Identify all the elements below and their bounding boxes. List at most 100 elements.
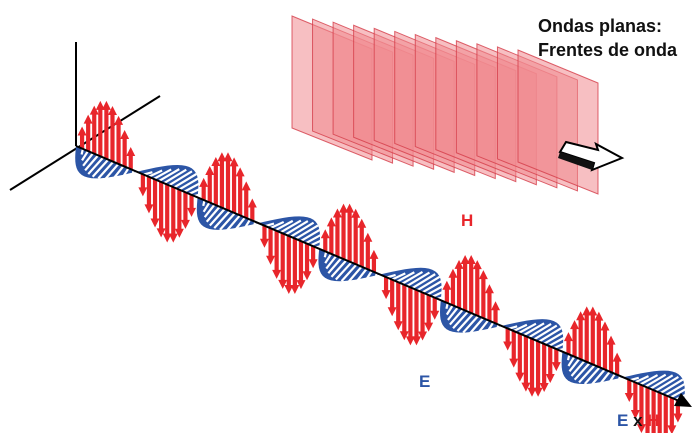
h-field-arrowhead (205, 165, 215, 175)
h-field-arrowhead (144, 204, 154, 214)
h-field-arrowhead (448, 268, 458, 278)
h-field-arrowhead (77, 126, 87, 136)
e-field-arrow-stripe (447, 306, 459, 321)
h-field-arrowhead (600, 321, 610, 331)
e-field-arrow-stripe (91, 158, 110, 178)
h-field-arrowhead (460, 255, 470, 265)
e-field-arrow-stripe (590, 368, 606, 386)
poynting-e: E (617, 411, 629, 430)
e-field-arrow-stripe (274, 219, 294, 232)
e-field-arrow-stripe (548, 335, 567, 347)
propagation-axis (75, 145, 685, 404)
h-field-arrowhead (399, 331, 409, 341)
h-field-arrowhead (411, 336, 421, 346)
h-field-arrowhead (217, 152, 227, 162)
h-field-arrowhead (156, 228, 166, 238)
h-field-arrowhead (107, 105, 117, 115)
h-field-arrowhead (418, 331, 428, 341)
h-field-arrowhead (83, 114, 93, 124)
e-field-arrow-stripe (391, 272, 406, 281)
h-field-arrowhead (515, 372, 525, 382)
h-field-arrowhead (247, 198, 257, 208)
e-field-arrow-stripe (426, 284, 446, 296)
e-field-arrow-stripe (411, 273, 436, 290)
h-field-arrowhead (539, 382, 549, 392)
h-field-arrowhead (332, 208, 342, 218)
h-field-arrowhead (199, 177, 209, 187)
h-field-arrowhead (351, 208, 361, 218)
e-field-arrow-stripe (104, 163, 120, 180)
e-field-arrow-stripe (553, 340, 568, 350)
h-field-arrowhead (673, 413, 683, 423)
e-field-arrow-stripe (290, 221, 315, 238)
h-field-arrowhead (223, 152, 233, 162)
plane-waves-title: Ondas planas: Frentes de onda (538, 14, 677, 62)
h-field-arrowhead (302, 271, 312, 281)
h-field-arrowhead (545, 374, 555, 384)
h-field-arrowhead (180, 219, 190, 229)
h-field-arrowhead (150, 218, 160, 228)
e-field-arrow-stripe (82, 152, 94, 167)
e-field-arrow-stripe (518, 322, 537, 335)
h-field-arrowhead (229, 157, 239, 167)
e-field-arrow-stripe (634, 375, 649, 384)
e-field-arrow-stripe (469, 317, 485, 334)
e-field-arrow-stripe (665, 382, 687, 397)
e-field-arrow-stripe (173, 173, 197, 189)
e-field-arrow-stripe (81, 150, 89, 161)
e-field-arrow-stripe (335, 261, 353, 281)
h-field-arrowhead (296, 280, 306, 290)
h-field-arrowhead (259, 238, 269, 248)
h-field-arrowhead (95, 100, 105, 110)
e-field-arrow-stripe (325, 255, 338, 270)
e-field-arrow-stripe (148, 169, 163, 178)
e-field-arrow-stripe (445, 304, 454, 316)
e-field-arrow-stripe (188, 186, 204, 195)
h-field-arrowhead (211, 157, 221, 167)
h-field-arrowhead (466, 255, 476, 265)
e-field-arrow-stripe (153, 168, 172, 180)
h-field-arrowhead (478, 270, 488, 280)
e-field-arrow-stripe (462, 315, 479, 334)
h-field-arrowhead (667, 425, 677, 433)
e-field-arrow-stripe (243, 219, 252, 230)
h-field-arrowhead (594, 311, 604, 321)
e-field-arrow-stripe (305, 232, 324, 245)
e-field-arrow-stripe (568, 358, 581, 373)
e-field-arrow-stripe (269, 220, 285, 230)
e-field-arrow-stripe (599, 370, 611, 385)
e-field-arrow-stripe (421, 279, 444, 294)
propagation-arrowhead (674, 393, 692, 407)
h-field-arrowhead (424, 322, 434, 332)
h-field-arrowhead (454, 259, 464, 269)
h-field-arrowhead (387, 307, 397, 317)
e-field-arrow-stripe (578, 364, 596, 384)
h-field-arrowhead (241, 181, 251, 191)
e-field-arrow-stripe (639, 374, 659, 386)
h-field-arrowhead (393, 321, 403, 331)
h-field-arrowhead (345, 203, 355, 213)
e-field-arrow-stripe (168, 170, 193, 187)
e-field-arrow-stripe (234, 216, 246, 231)
e-field-arrow-stripe (295, 224, 319, 240)
h-field-arrowhead (138, 187, 148, 197)
e-field-arrow-stripe (183, 181, 203, 193)
e-field-arrow-stripe (340, 263, 358, 282)
e-field-arrow-stripe (406, 271, 431, 287)
e-field-arrow-stripe (84, 154, 99, 172)
e-field-arrow-stripe (163, 168, 187, 185)
e-field-arrow-stripe (205, 206, 221, 223)
e-field-arrow-stripe (528, 322, 552, 339)
e-field-arrow-stripe (449, 308, 464, 326)
title-line-1: Ondas planas: (538, 16, 663, 36)
h-field-arrowhead (509, 358, 519, 368)
e-field-arrow-stripe (300, 228, 322, 242)
h-field-arrowhead (89, 105, 99, 115)
e-field-arrow-stripe (432, 289, 447, 298)
wavefront-planes (291, 15, 599, 195)
h-field-arrowhead (533, 387, 543, 397)
e-field-arrow-stripe (477, 319, 490, 334)
h-field-arrowhead (369, 249, 379, 259)
h-field-arrowhead (527, 387, 537, 397)
e-field-arrow-stripe (670, 386, 689, 399)
